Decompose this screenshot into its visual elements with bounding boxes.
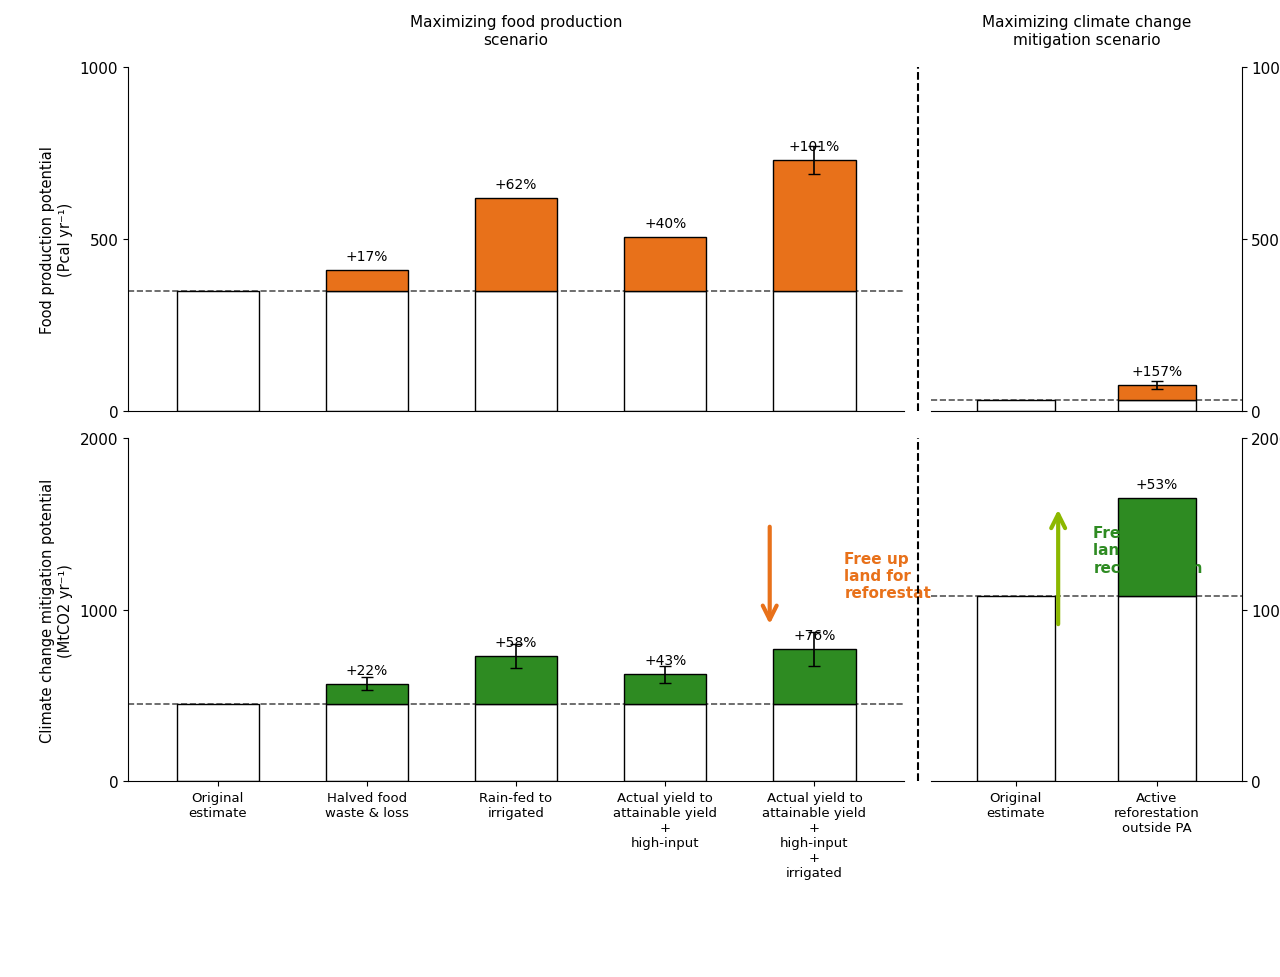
Text: Free up
land for
reforestation: Free up land for reforestation bbox=[845, 551, 957, 601]
Text: +22%: +22% bbox=[346, 663, 388, 677]
Text: +43%: +43% bbox=[644, 654, 686, 667]
Bar bbox=[325, 291, 408, 411]
Bar bbox=[1119, 401, 1196, 411]
Text: +62%: +62% bbox=[495, 178, 538, 191]
Bar bbox=[325, 271, 408, 291]
Bar bbox=[977, 401, 1055, 411]
Bar bbox=[475, 704, 557, 782]
Bar bbox=[773, 161, 855, 291]
Text: +53%: +53% bbox=[1135, 478, 1178, 491]
Bar bbox=[177, 291, 259, 411]
Text: +40%: +40% bbox=[644, 217, 686, 232]
Text: +76%: +76% bbox=[794, 629, 836, 643]
Text: +157%: +157% bbox=[1132, 364, 1183, 379]
Bar bbox=[1119, 386, 1196, 401]
Bar bbox=[625, 704, 707, 782]
Text: Free up
land for
recultivation: Free up land for recultivation bbox=[1093, 526, 1203, 575]
Bar bbox=[475, 657, 557, 704]
Bar bbox=[625, 238, 707, 291]
Text: Maximizing climate change
mitigation scenario: Maximizing climate change mitigation sce… bbox=[982, 16, 1192, 48]
Bar bbox=[177, 704, 259, 782]
Y-axis label: Climate change mitigation potential
(MtCO2 yr⁻¹): Climate change mitigation potential (MtC… bbox=[41, 478, 73, 743]
Bar bbox=[325, 684, 408, 704]
Bar bbox=[773, 291, 855, 411]
Bar bbox=[977, 596, 1055, 782]
Bar bbox=[625, 674, 707, 704]
Bar bbox=[625, 291, 707, 411]
Text: +58%: +58% bbox=[495, 636, 538, 650]
Bar bbox=[773, 704, 855, 782]
Text: Maximizing food production
scenario: Maximizing food production scenario bbox=[410, 16, 622, 48]
Bar bbox=[1119, 498, 1196, 596]
Bar bbox=[475, 291, 557, 411]
Bar bbox=[475, 198, 557, 291]
Text: +101%: +101% bbox=[788, 140, 840, 154]
Bar bbox=[1119, 596, 1196, 782]
Bar bbox=[325, 704, 408, 782]
Y-axis label: Food production potential
(Pcal yr⁻¹): Food production potential (Pcal yr⁻¹) bbox=[41, 146, 73, 334]
Text: +17%: +17% bbox=[346, 250, 388, 264]
Bar bbox=[773, 650, 855, 704]
